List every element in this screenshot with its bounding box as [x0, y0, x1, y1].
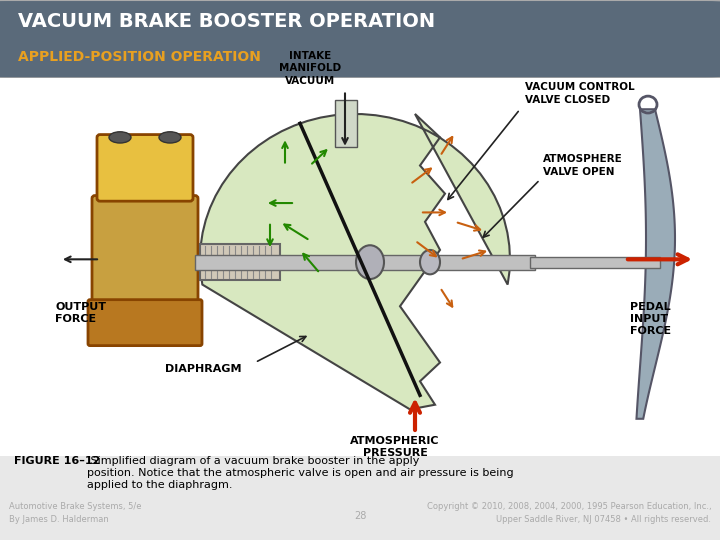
FancyBboxPatch shape: [92, 195, 198, 314]
Text: Copyright © 2010, 2008, 2004, 2000, 1995 Pearson Education, Inc.,
Upper Saddle R: Copyright © 2010, 2008, 2004, 2000, 1995…: [427, 502, 711, 524]
Text: ATMOSPHERIC
PRESSURE: ATMOSPHERIC PRESSURE: [350, 436, 440, 458]
Text: VACUUM BRAKE BOOSTER OPERATION: VACUUM BRAKE BOOSTER OPERATION: [18, 12, 435, 31]
Text: ATMOSPHERE
VALVE OPEN: ATMOSPHERE VALVE OPEN: [543, 154, 623, 177]
Ellipse shape: [356, 245, 384, 279]
Text: FIGURE 16–12: FIGURE 16–12: [14, 456, 101, 467]
FancyBboxPatch shape: [0, 0, 720, 78]
Ellipse shape: [420, 250, 440, 274]
FancyBboxPatch shape: [530, 256, 660, 268]
Text: Automotive Brake Systems, 5/e
By James D. Halderman: Automotive Brake Systems, 5/e By James D…: [9, 502, 141, 524]
FancyBboxPatch shape: [88, 300, 202, 346]
Text: Simplified diagram of a vacuum brake booster in the apply
position. Notice that : Simplified diagram of a vacuum brake boo…: [87, 456, 513, 489]
FancyBboxPatch shape: [195, 255, 535, 269]
Text: DIAPHRAGM: DIAPHRAGM: [165, 364, 241, 374]
FancyBboxPatch shape: [97, 134, 193, 201]
Polygon shape: [200, 114, 510, 409]
FancyBboxPatch shape: [200, 244, 280, 280]
Ellipse shape: [159, 132, 181, 143]
FancyBboxPatch shape: [335, 100, 357, 147]
Text: PEDAL
INPUT
FORCE: PEDAL INPUT FORCE: [630, 301, 671, 336]
Text: INTAKE
MANIFOLD
VACUUM: INTAKE MANIFOLD VACUUM: [279, 51, 341, 86]
Text: 28: 28: [354, 511, 366, 521]
Text: VACUUM CONTROL
VALVE CLOSED: VACUUM CONTROL VALVE CLOSED: [525, 82, 634, 105]
Ellipse shape: [109, 132, 131, 143]
Text: APPLIED-POSITION OPERATION: APPLIED-POSITION OPERATION: [18, 50, 261, 64]
Text: OUTPUT
FORCE: OUTPUT FORCE: [55, 301, 106, 324]
Polygon shape: [636, 109, 675, 419]
